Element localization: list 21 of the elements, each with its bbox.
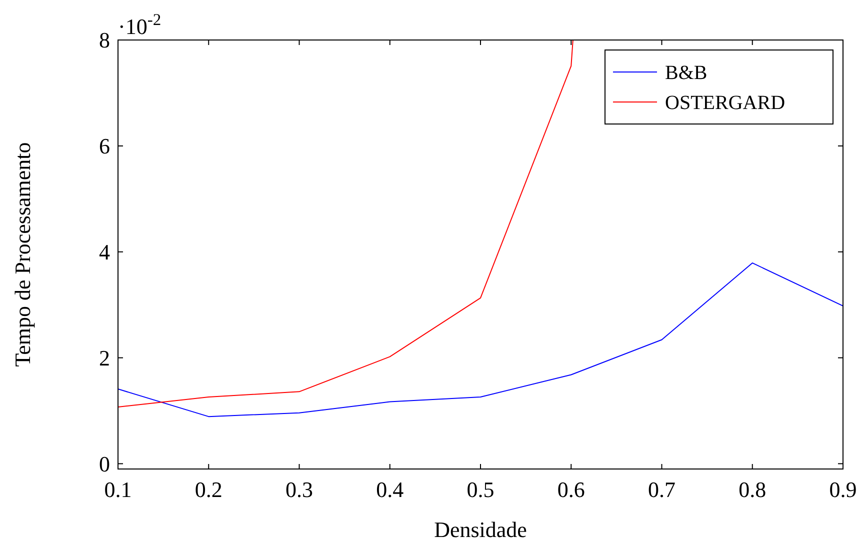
y-tick-label: 0 xyxy=(99,451,110,476)
x-axis-title: Densidade xyxy=(434,517,527,542)
y-tick-label: 8 xyxy=(99,28,110,53)
y-tick-label: 2 xyxy=(99,345,110,370)
x-tick-label: 0.4 xyxy=(376,477,404,502)
text: ·10$^{-2}$ xyxy=(118,10,162,39)
x-tick-label: 0.5 xyxy=(466,477,494,502)
x-tick-label: 0.3 xyxy=(286,477,313,502)
y-tick-label: 6 xyxy=(99,134,110,159)
line-series xyxy=(118,262,843,418)
x-tick-label: 0.9 xyxy=(829,477,857,502)
line-series xyxy=(118,40,574,408)
legend-label: OSTERGARD xyxy=(665,92,786,114)
x-tick-label: 0.2 xyxy=(194,477,222,502)
x-tick-label: 0.8 xyxy=(738,477,766,502)
legend-label: B&B xyxy=(665,62,708,84)
y-tick-label: 4 xyxy=(99,240,110,265)
y-axis-title: Tempo de Processamento xyxy=(10,142,35,367)
x-tick-label: 0.6 xyxy=(557,477,585,502)
x-tick-label: 0.1 xyxy=(104,477,132,502)
x-tick-label: 0.7 xyxy=(648,477,676,502)
